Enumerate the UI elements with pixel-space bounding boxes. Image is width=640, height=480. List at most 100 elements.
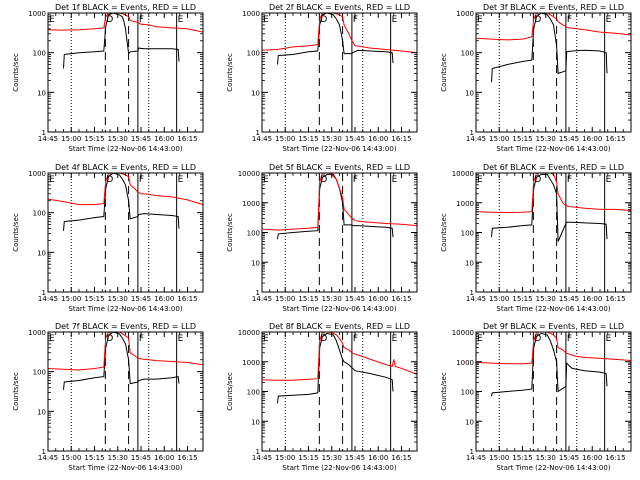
x-tick-label: 14:45 bbox=[252, 454, 272, 462]
detector-panel: 1 10 100 1000 10000 14:45 15:00 15:15 15:30 15:45… bbox=[226, 322, 418, 472]
event-marker-label: E bbox=[606, 175, 612, 185]
y-tick-label: 1000 bbox=[28, 329, 46, 337]
lld-series-line bbox=[47, 331, 204, 371]
event-marker-label: E bbox=[178, 15, 184, 25]
y-tick-label: 10 bbox=[251, 418, 260, 426]
x-tick-label: 15:30 bbox=[536, 454, 556, 462]
x-tick-label: 15:15 bbox=[84, 295, 104, 303]
y-tick-label: 1000 bbox=[456, 200, 474, 208]
y-axis-label: Counts/sec bbox=[440, 372, 448, 411]
plot-frame bbox=[475, 12, 632, 133]
y-tick-label: 100 bbox=[247, 230, 260, 238]
event-marker-label: F bbox=[353, 334, 358, 344]
event-marker-label: D bbox=[106, 175, 113, 185]
y-tick-label: 1000 bbox=[242, 200, 260, 208]
y-tick-label: 10 bbox=[251, 89, 260, 97]
x-axis-label: Start Time (22-Nov-06 14:43:00) bbox=[68, 464, 182, 472]
event-marker-label: E bbox=[477, 334, 483, 344]
x-tick-label: 14:45 bbox=[466, 454, 486, 462]
x-tick-label: 15:45 bbox=[131, 454, 151, 462]
x-tick-label: 15:15 bbox=[84, 135, 104, 143]
y-tick-label: 10 bbox=[465, 259, 474, 267]
x-axis-label: Start Time (22-Nov-06 14:43:00) bbox=[496, 305, 610, 313]
x-axis-label: Start Time (22-Nov-06 14:43:00) bbox=[496, 145, 610, 153]
x-tick-label: 16:00 bbox=[368, 454, 388, 462]
x-tick-label: 15:30 bbox=[536, 135, 556, 143]
x-tick-label: 15:45 bbox=[559, 135, 579, 143]
x-axis-label: Start Time (22-Nov-06 14:43:00) bbox=[282, 464, 396, 472]
event-marker-label: E bbox=[263, 15, 269, 25]
panel-title: Det 7f BLACK = Events, RED = LLD bbox=[55, 322, 196, 331]
y-tick-label: 100 bbox=[461, 50, 474, 58]
panel-title: Det 3f BLACK = Events, RED = LLD bbox=[483, 3, 624, 12]
plot-frame bbox=[47, 331, 204, 452]
x-tick-label: 15:15 bbox=[512, 454, 532, 462]
y-tick-label: 10 bbox=[465, 89, 474, 97]
detector-panel: 1 10 100 1000 14:45 15:00 15:15 15:30 15:45 16:00… bbox=[440, 3, 632, 153]
y-tick-label: 10000 bbox=[238, 329, 260, 337]
y-axis-label: Counts/sec bbox=[12, 213, 20, 252]
y-tick-label: 1 bbox=[42, 129, 46, 137]
y-tick-label: 1 bbox=[256, 289, 260, 297]
y-tick-label: 1 bbox=[256, 448, 260, 456]
lld-series-line bbox=[475, 12, 632, 41]
event-marker-label: E bbox=[49, 334, 55, 344]
x-axis-label: Start Time (22-Nov-06 14:43:00) bbox=[68, 145, 182, 153]
x-tick-label: 16:15 bbox=[177, 135, 197, 143]
events-series-line bbox=[491, 12, 608, 83]
x-tick-label: 16:15 bbox=[605, 295, 625, 303]
y-tick-label: 100 bbox=[33, 369, 46, 377]
events-series-line bbox=[63, 331, 180, 390]
y-tick-label: 100 bbox=[247, 50, 260, 58]
y-tick-label: 100 bbox=[33, 210, 46, 218]
x-tick-label: 15:00 bbox=[489, 454, 509, 462]
y-tick-label: 10 bbox=[251, 259, 260, 267]
event-marker-label: E bbox=[263, 334, 269, 344]
x-tick-label: 15:00 bbox=[489, 135, 509, 143]
x-tick-label: 15:00 bbox=[489, 295, 509, 303]
event-marker-label: F bbox=[139, 334, 144, 344]
event-marker-label: F bbox=[353, 175, 358, 185]
plot-frame bbox=[261, 12, 418, 133]
y-tick-label: 1 bbox=[470, 289, 474, 297]
events-series-line bbox=[63, 172, 180, 231]
x-tick-label: 16:15 bbox=[177, 454, 197, 462]
x-tick-label: 15:45 bbox=[559, 454, 579, 462]
panel-title: Det 2f BLACK = Events, RED = LLD bbox=[269, 3, 410, 12]
x-tick-label: 15:30 bbox=[536, 295, 556, 303]
x-tick-label: 15:00 bbox=[275, 454, 295, 462]
events-series-line bbox=[277, 332, 394, 404]
events-series-line bbox=[63, 12, 180, 69]
x-tick-label: 14:45 bbox=[466, 295, 486, 303]
y-tick-label: 10 bbox=[465, 418, 474, 426]
y-axis-label: Counts/sec bbox=[12, 372, 20, 411]
x-tick-label: 16:00 bbox=[582, 454, 602, 462]
x-tick-label: 16:15 bbox=[605, 135, 625, 143]
x-tick-label: 16:15 bbox=[605, 454, 625, 462]
event-marker-label: F bbox=[353, 15, 358, 25]
x-tick-label: 15:15 bbox=[298, 295, 318, 303]
x-tick-label: 15:00 bbox=[275, 295, 295, 303]
x-tick-label: 15:30 bbox=[322, 135, 342, 143]
event-marker-label: E bbox=[606, 15, 612, 25]
x-tick-label: 15:45 bbox=[345, 295, 365, 303]
x-tick-label: 16:15 bbox=[177, 295, 197, 303]
y-tick-label: 1000 bbox=[242, 10, 260, 18]
detector-panel: 1 10 100 1000 14:45 15:00 15:15 15:30 15:45 16:00… bbox=[12, 3, 204, 153]
event-marker-label: E bbox=[178, 175, 184, 185]
event-marker-label: D bbox=[534, 175, 541, 185]
event-marker-label: F bbox=[567, 334, 572, 344]
y-tick-label: 1000 bbox=[28, 170, 46, 178]
panel-title: Det 4f BLACK = Events, RED = LLD bbox=[55, 163, 196, 172]
event-marker-label: F bbox=[139, 175, 144, 185]
x-tick-label: 16:15 bbox=[391, 295, 411, 303]
lld-series-line bbox=[261, 331, 418, 381]
detector-panel: 1 10 100 1000 10000 14:45 15:00 15:15 15:30 15:45… bbox=[440, 163, 632, 313]
panel-title: Det 5f BLACK = Events, RED = LLD bbox=[269, 163, 410, 172]
x-tick-label: 15:45 bbox=[131, 295, 151, 303]
y-tick-label: 10 bbox=[37, 89, 46, 97]
x-tick-label: 15:15 bbox=[298, 454, 318, 462]
x-tick-label: 16:00 bbox=[582, 295, 602, 303]
detector-panel: 1 10 100 1000 14:45 15:00 15:15 15:30 15:45 16:00… bbox=[12, 322, 204, 472]
detector-panel: 1 10 100 1000 10000 14:45 15:00 15:15 15:30 15:45… bbox=[226, 163, 418, 313]
